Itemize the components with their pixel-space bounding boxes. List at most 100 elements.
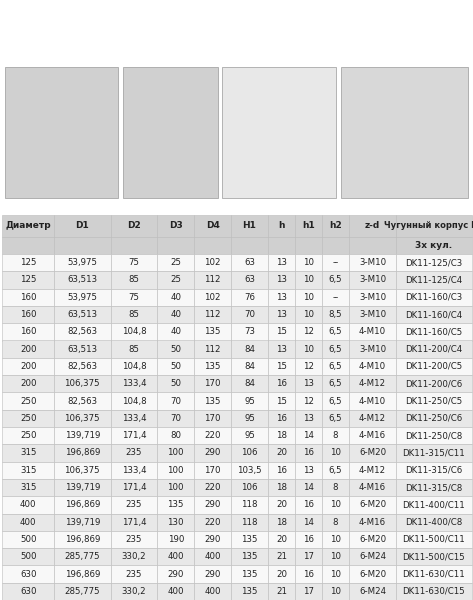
Bar (231, 583, 268, 600)
Text: 200: 200 (20, 362, 36, 371)
Bar (268, 461, 295, 479)
Bar (349, 583, 396, 600)
Text: 112: 112 (204, 275, 221, 284)
Bar (349, 237, 396, 254)
Text: 135: 135 (241, 569, 258, 578)
Text: 14: 14 (303, 518, 314, 527)
Bar (396, 358, 472, 375)
Bar (349, 271, 396, 289)
Bar (194, 410, 231, 427)
Bar (2, 375, 54, 392)
Bar (295, 323, 322, 340)
Bar (54, 340, 111, 358)
Text: 139,719: 139,719 (65, 518, 100, 527)
Text: Патрон токарный  серии К11: Патрон токарный серии К11 (7, 12, 205, 25)
Text: 13: 13 (276, 293, 287, 302)
Bar (396, 254, 472, 271)
Bar (158, 496, 194, 514)
Text: 18: 18 (276, 518, 287, 527)
Text: 4-M16: 4-M16 (359, 483, 386, 492)
Bar (194, 514, 231, 531)
Bar (268, 514, 295, 531)
Text: 220: 220 (204, 431, 221, 440)
Bar (396, 215, 472, 237)
Bar (123, 67, 218, 197)
Bar (158, 444, 194, 461)
Text: 290: 290 (204, 569, 221, 578)
Bar (295, 514, 322, 531)
Bar (231, 323, 268, 340)
Bar (54, 496, 111, 514)
Bar (349, 340, 396, 358)
Text: 196,869: 196,869 (65, 448, 100, 457)
Bar (349, 215, 396, 237)
Text: 80: 80 (170, 431, 181, 440)
Text: DK11-315/C11: DK11-315/C11 (403, 448, 465, 457)
Text: 6,5: 6,5 (329, 414, 342, 423)
Bar (111, 444, 158, 461)
Bar (322, 461, 349, 479)
Bar (194, 479, 231, 496)
Bar (295, 254, 322, 271)
Bar (322, 358, 349, 375)
Bar (2, 514, 54, 531)
Bar (158, 410, 194, 427)
Bar (349, 548, 396, 565)
Text: 25: 25 (170, 275, 181, 284)
Bar (2, 410, 54, 427)
Bar (231, 271, 268, 289)
Text: 315: 315 (20, 448, 36, 457)
Text: 170: 170 (204, 414, 221, 423)
Bar (54, 548, 111, 565)
Bar (295, 237, 322, 254)
Text: 106,375: 106,375 (64, 414, 100, 423)
Bar (295, 306, 322, 323)
Text: 70: 70 (170, 397, 181, 406)
Bar (231, 548, 268, 565)
Bar (268, 375, 295, 392)
Bar (2, 358, 54, 375)
Bar (295, 392, 322, 410)
Text: 6-M20: 6-M20 (359, 500, 386, 509)
Text: 4-M10: 4-M10 (359, 362, 386, 371)
Text: DK11-500/C11: DK11-500/C11 (403, 535, 465, 544)
Bar (349, 496, 396, 514)
Bar (268, 271, 295, 289)
Bar (2, 340, 54, 358)
Bar (2, 254, 54, 271)
Bar (111, 237, 158, 254)
Bar (396, 306, 472, 323)
Bar (194, 531, 231, 548)
Text: DK11-400/C8: DK11-400/C8 (405, 518, 463, 527)
Text: DK11-200/C4: DK11-200/C4 (405, 344, 463, 353)
Text: 63: 63 (244, 258, 255, 267)
Text: 85: 85 (129, 275, 140, 284)
Text: 6-M20: 6-M20 (359, 448, 386, 457)
Bar (349, 410, 396, 427)
Bar (322, 215, 349, 237)
Bar (295, 565, 322, 583)
Text: 112: 112 (204, 344, 221, 353)
Text: 16: 16 (303, 500, 314, 509)
Text: 290: 290 (167, 569, 184, 578)
Text: 171,4: 171,4 (122, 518, 146, 527)
Text: 40: 40 (170, 310, 181, 319)
Text: 250: 250 (20, 431, 36, 440)
Bar (158, 479, 194, 496)
Bar (349, 479, 396, 496)
Text: 13: 13 (276, 310, 287, 319)
Text: 102: 102 (204, 293, 221, 302)
Bar (396, 289, 472, 306)
Bar (2, 289, 54, 306)
Bar (322, 410, 349, 427)
Bar (322, 375, 349, 392)
Bar (158, 375, 194, 392)
Text: DK11-160/C5: DK11-160/C5 (405, 328, 463, 337)
Text: 170: 170 (204, 466, 221, 475)
Text: 220: 220 (204, 518, 221, 527)
Text: 500: 500 (20, 535, 36, 544)
Text: 50: 50 (170, 362, 181, 371)
Bar (222, 67, 336, 197)
Bar (194, 237, 231, 254)
Bar (111, 461, 158, 479)
